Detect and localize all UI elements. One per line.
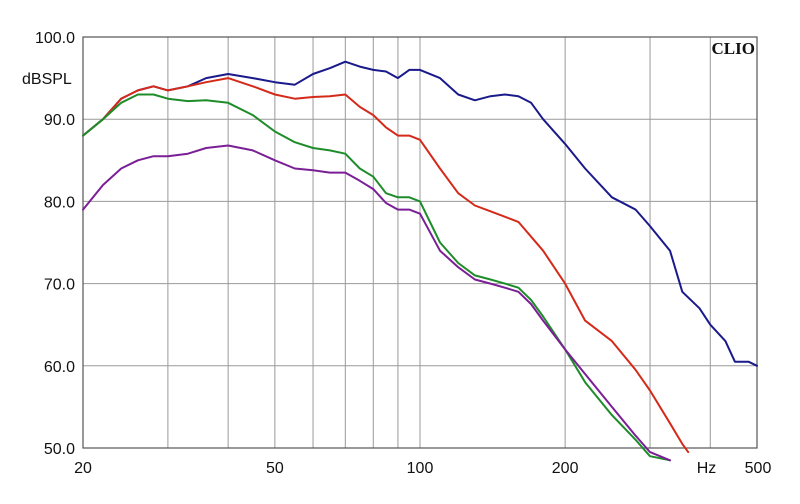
series-line-3: [82, 93, 671, 462]
y-tick-label: 60.0: [44, 359, 75, 376]
x-tick-label: 200: [552, 460, 579, 477]
x-tick-label: 50: [266, 460, 284, 477]
series-line-2: [82, 77, 690, 454]
plot-frame: [82, 36, 758, 449]
y-tick-label: 80.0: [44, 194, 75, 211]
x-tick-label: 20: [74, 460, 92, 477]
clio-brand-label: CLIO: [712, 39, 755, 58]
grid: [82, 36, 758, 449]
y-tick-label: 90.0: [44, 112, 75, 129]
series-line-1: [82, 60, 758, 367]
x-tick-label: 100: [407, 460, 434, 477]
y-tick-label: 100.0: [35, 30, 75, 47]
tick-labels: 100.0 90.0 80.0 70.0 60.0 50.0 20 50 100 200 500: [35, 30, 771, 477]
y-tick-label: 50.0: [44, 441, 75, 458]
x-axis-unit-label: Hz: [697, 460, 717, 477]
y-tick-label: 70.0: [44, 277, 75, 294]
series-group: [82, 60, 758, 462]
x-tick-label: 500: [745, 460, 772, 477]
series-line-4: [82, 144, 671, 462]
y-axis-label: dBSPL: [22, 71, 72, 88]
